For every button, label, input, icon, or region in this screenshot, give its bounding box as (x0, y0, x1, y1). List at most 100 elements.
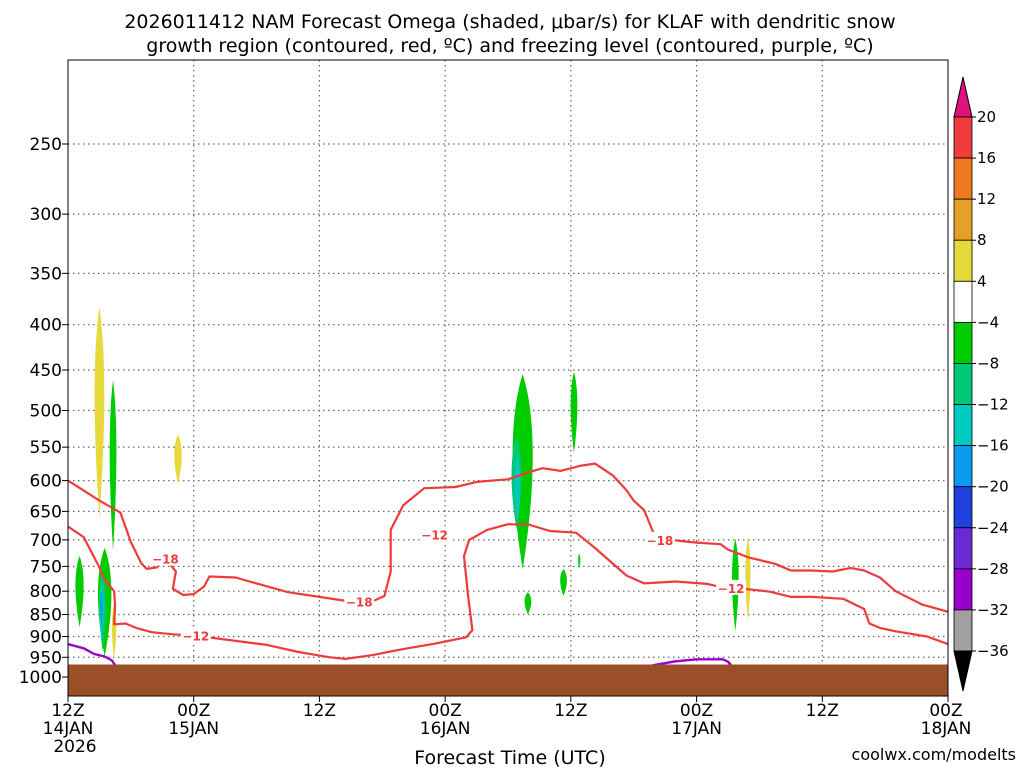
y-tick-label-450: 450 (30, 361, 62, 381)
omega-area-0 (94, 307, 105, 518)
contour-label-2: −18 (346, 596, 373, 610)
colorbar-swatch-11 (953, 568, 973, 611)
credit-text: coolwx.com/modelts (852, 745, 1016, 764)
x-tick-label-h24-1: 12Z (303, 701, 336, 721)
colorbar-label-1: 16 (977, 149, 996, 167)
colorbar-swatch-8 (953, 445, 973, 488)
omega-area-2 (174, 434, 182, 484)
colorbar-label-9: −20 (977, 478, 1009, 496)
x-tick-label-h0-1: 12Z (51, 701, 84, 721)
contour-label-5: −12 (718, 582, 745, 596)
y-tick-label-1000: 1000 (19, 668, 62, 688)
x-tick-label-h48-1: 12Z (554, 701, 587, 721)
contour-label-1: −12 (182, 630, 209, 644)
colorbar-top-arrow (953, 76, 973, 118)
dendritic-contour-0 (68, 462, 948, 613)
colorbar-label-11: −28 (977, 560, 1009, 578)
colorbar-swatch-6 (953, 363, 973, 405)
contour-label-bg-5 (716, 579, 747, 595)
x-axis-label: Forecast Time (UTC) (414, 747, 605, 768)
colorbar-swatch-3 (953, 239, 973, 282)
contour-lines (68, 462, 948, 667)
colorbar-swatch-7 (953, 404, 973, 447)
y-tick-label-800: 800 (30, 582, 62, 602)
x-tick-label-h36-2: 16JAN (420, 719, 471, 739)
colorbar-label-8: −16 (977, 437, 1009, 455)
colorbar-label-4: 4 (977, 272, 987, 290)
omega-area-8 (524, 592, 532, 615)
omega-area-10 (570, 371, 578, 453)
contour-label-bg-4 (644, 531, 675, 547)
colorbar-swatch-4 (953, 280, 973, 323)
plot-frame (67, 59, 949, 697)
chart-title-line2: growth region (contoured, red, ºC) and f… (146, 35, 873, 57)
contour-label-bg-2 (344, 593, 375, 609)
y-tick-label-900: 900 (30, 627, 62, 647)
x-tick-label-h12-2: 15JAN (168, 719, 219, 739)
y-tick-label-500: 500 (30, 402, 62, 422)
contour-label-bg-0 (150, 550, 181, 566)
y-tick-label-650: 650 (30, 502, 62, 522)
contour-label-bg-3 (419, 526, 450, 542)
contour-label-0: −18 (152, 553, 179, 567)
colorbar-swatch-1 (953, 157, 973, 200)
y-tick-label-700: 700 (30, 531, 62, 551)
colorbar-label-5: −4 (977, 313, 999, 331)
colorbar-swatch-9 (953, 486, 973, 529)
contour-label-4: −18 (647, 534, 674, 548)
colorbar-label-0: 20 (977, 108, 996, 126)
omega-area-6 (109, 380, 117, 551)
x-tick-label-h84-2: 18JAN (921, 719, 972, 739)
colorbar-label-7: −12 (977, 396, 1009, 414)
x-tick-label-h0-2: 14JAN (43, 719, 94, 739)
y-axis-ticks: 2503003504004505005506006507007508008509… (19, 135, 68, 688)
chart-title-line1: 2026011412 NAM Forecast Omega (shaded, μ… (124, 11, 895, 33)
colorbar-label-10: −24 (977, 519, 1009, 537)
x-tick-label-h60-2: 17JAN (671, 719, 722, 739)
gridlines (67, 60, 949, 696)
colorbar-swatch-10 (953, 527, 973, 570)
contour-label-3: −12 (421, 528, 448, 542)
colorbar-swatch-2 (953, 198, 973, 241)
omega-area-3 (745, 538, 751, 620)
ground-fill (68, 664, 948, 696)
ground-layer (68, 664, 948, 696)
x-tick-label-h72-1: 12Z (806, 701, 839, 721)
colorbar-label-2: 12 (977, 190, 996, 208)
omega-area-4 (75, 556, 84, 627)
y-tick-label-750: 750 (30, 557, 62, 577)
y-tick-label-250: 250 (30, 135, 62, 155)
colorbar-swatch-12 (953, 609, 973, 652)
y-tick-label-550: 550 (30, 438, 62, 458)
colorbar: 20 16 12 8 4 −4 −8 −12 −16 −20 −24 −28 −32 −36 (953, 76, 1009, 692)
y-tick-label-350: 350 (30, 264, 62, 284)
colorbar-label-3: 8 (977, 231, 987, 249)
y-tick-label-400: 400 (30, 316, 62, 336)
dendritic-contour-1 (68, 523, 948, 660)
y-tick-label-600: 600 (30, 472, 62, 492)
omega-area-9 (560, 568, 567, 596)
colorbar-label-12: −32 (977, 601, 1009, 619)
colorbar-label-13: −36 (977, 642, 1009, 660)
colorbar-label-6: −8 (977, 354, 999, 372)
omega-area-11 (578, 553, 581, 569)
omega-area-17 (100, 591, 103, 628)
y-tick-label-850: 850 (30, 606, 62, 626)
y-tick-label-300: 300 (30, 205, 62, 225)
contour-labels: −18 −12 −18 −12 −18 −12 (150, 526, 747, 644)
y-tick-label-950: 950 (30, 648, 62, 668)
omega-area-15 (514, 457, 521, 524)
x-tick-label-h84-1: 00Z (929, 701, 962, 721)
freezing-contour-0 (68, 642, 117, 666)
x-tick-label-h60-1: 00Z (680, 701, 713, 721)
x-tick-label-h0-3: 2026 (53, 737, 96, 757)
colorbar-bottom-arrow (953, 650, 973, 692)
colorbar-swatch-5 (953, 321, 973, 364)
x-tick-label-h36-1: 00Z (429, 701, 462, 721)
omega-shading (75, 307, 751, 660)
contour-label-bg-1 (180, 627, 211, 643)
colorbar-swatch-0 (953, 116, 973, 159)
x-tick-label-h12-1: 00Z (177, 701, 210, 721)
